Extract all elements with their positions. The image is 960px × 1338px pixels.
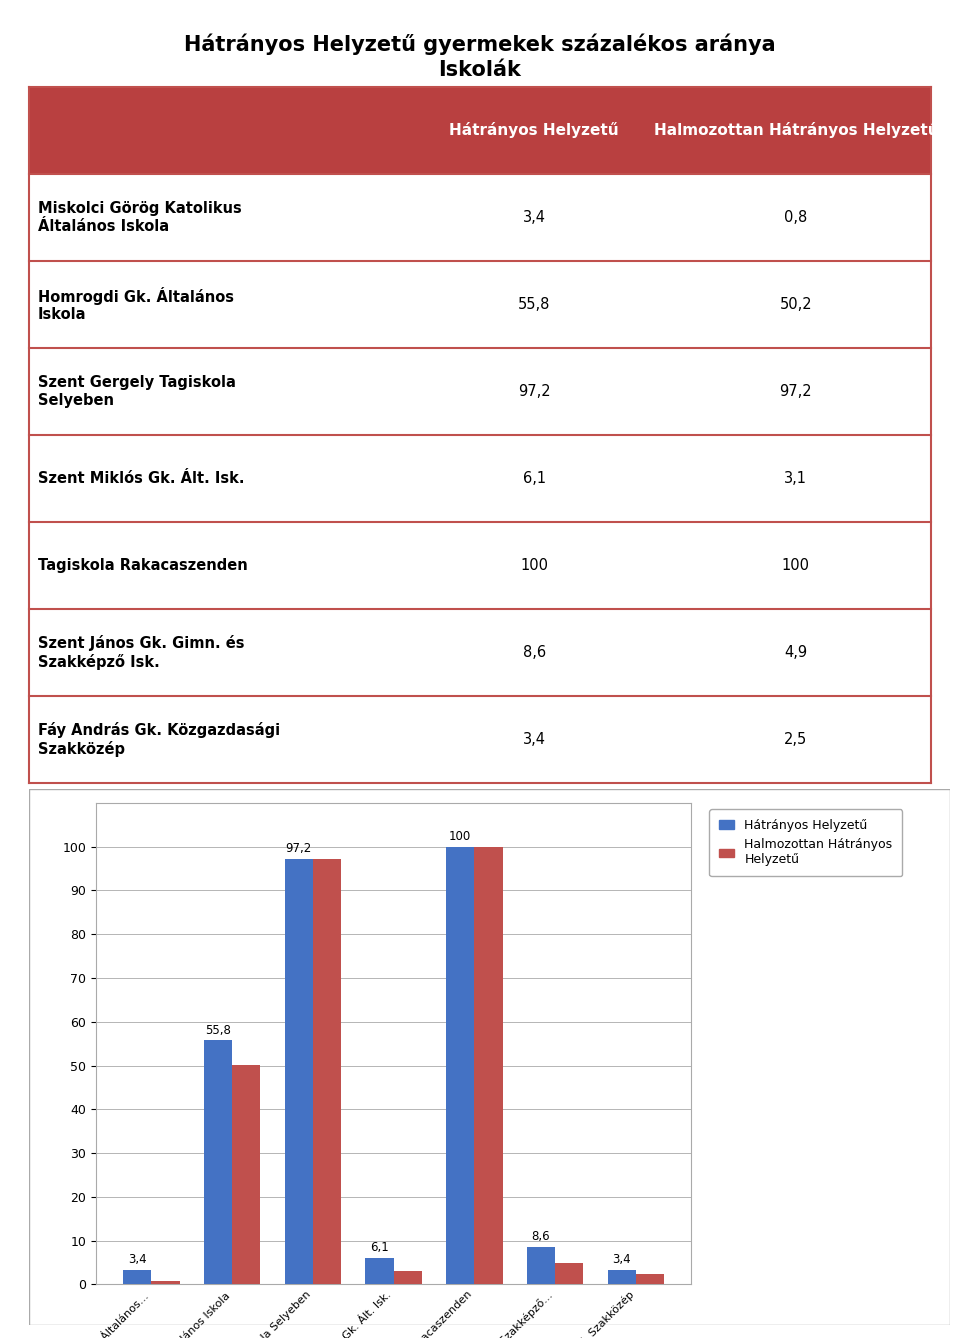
Bar [152, 1280, 180, 1284]
Text: 6,1: 6,1 [371, 1242, 389, 1254]
Text: Hátrányos Helyzetű gyermekek százalékos aránya: Hátrányos Helyzetű gyermekek százalékos … [184, 33, 776, 55]
Text: 0,8: 0,8 [784, 210, 807, 225]
Bar [313, 859, 341, 1284]
Bar [555, 1263, 584, 1284]
Text: 100: 100 [781, 558, 810, 573]
Text: 3,1: 3,1 [784, 471, 807, 486]
Bar [29, 696, 931, 783]
Bar [232, 1065, 260, 1284]
Text: Szent János Gk. Gimn. és
Szakképző Isk.: Szent János Gk. Gimn. és Szakképző Isk. [37, 636, 245, 669]
Text: 100: 100 [520, 558, 548, 573]
Bar [29, 609, 931, 696]
Text: 8,6: 8,6 [532, 1231, 550, 1243]
Bar [394, 1271, 421, 1284]
Bar [29, 261, 931, 348]
Text: 8,6: 8,6 [522, 645, 545, 660]
Bar [29, 435, 931, 522]
Text: 4,9: 4,9 [784, 645, 807, 660]
Bar [608, 1270, 636, 1284]
Bar [29, 522, 931, 609]
Text: 55,8: 55,8 [205, 1024, 231, 1037]
Bar [29, 87, 931, 174]
Text: 3,4: 3,4 [612, 1254, 631, 1266]
Text: 50,2: 50,2 [780, 297, 812, 312]
Bar [366, 1258, 394, 1284]
Text: Homrogdi Gk. Általános
Iskola: Homrogdi Gk. Általános Iskola [37, 286, 234, 322]
Text: 2,5: 2,5 [784, 732, 807, 747]
Text: 97,2: 97,2 [517, 384, 550, 399]
Text: 6,1: 6,1 [522, 471, 545, 486]
Bar [204, 1040, 232, 1284]
Bar [636, 1274, 664, 1284]
Bar [446, 847, 474, 1284]
Text: 3,4: 3,4 [522, 210, 545, 225]
Text: 97,2: 97,2 [780, 384, 812, 399]
Text: Szent Gergely Tagiskola
Selyeben: Szent Gergely Tagiskola Selyeben [37, 375, 236, 408]
Text: Miskolci Görög Katolikus
Általános Iskola: Miskolci Görög Katolikus Általános Iskol… [37, 201, 242, 234]
Legend: Hátrányos Helyzetű, Halmozottan Hátrányos
Helyzetű: Hátrányos Helyzetű, Halmozottan Hátrányo… [709, 809, 902, 876]
Bar [284, 859, 313, 1284]
Text: 55,8: 55,8 [518, 297, 550, 312]
Text: 97,2: 97,2 [285, 843, 312, 855]
Text: 3,4: 3,4 [522, 732, 545, 747]
Text: Hátrányos Helyzetű: Hátrányos Helyzetű [449, 123, 619, 138]
Bar [29, 174, 931, 261]
Bar [474, 847, 503, 1284]
Bar [29, 348, 931, 435]
Bar [527, 1247, 555, 1284]
Text: Iskolák: Iskolák [439, 60, 521, 80]
Text: 3,4: 3,4 [128, 1254, 147, 1266]
Text: Halmozottan Hátrányos Helyzetű: Halmozottan Hátrányos Helyzetű [654, 123, 938, 138]
Text: Szent Miklós Gk. Ált. Isk.: Szent Miklós Gk. Ált. Isk. [37, 471, 245, 486]
Bar [123, 1270, 152, 1284]
Text: 100: 100 [449, 830, 471, 843]
Text: Tagiskola Rakacaszenden: Tagiskola Rakacaszenden [37, 558, 248, 573]
Text: Fáy András Gk. Közgazdasági
Szakközép: Fáy András Gk. Közgazdasági Szakközép [37, 723, 280, 756]
